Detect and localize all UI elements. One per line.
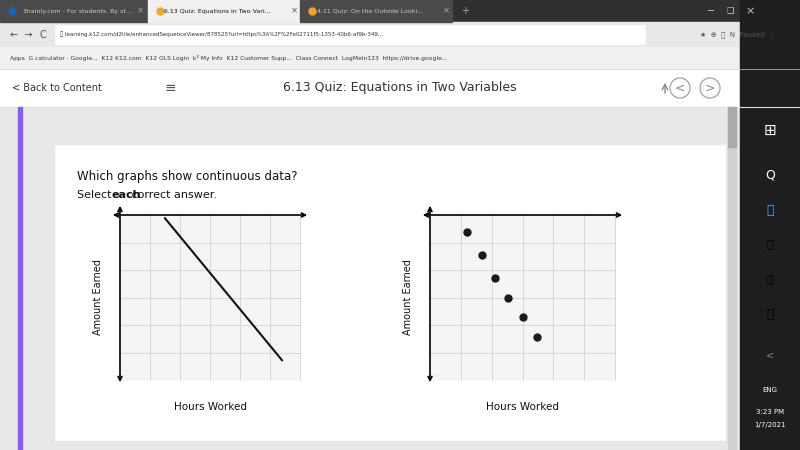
Text: 🚀: 🚀: [766, 309, 774, 321]
Text: ×: ×: [137, 6, 143, 15]
Text: <: <: [766, 350, 774, 360]
Bar: [400, 292, 409, 302]
Text: ×: ×: [746, 6, 754, 16]
Text: ←  →: ← →: [10, 30, 33, 40]
Text: Select: Select: [77, 190, 115, 200]
Text: ⊞: ⊞: [764, 122, 776, 138]
Bar: [430, 215, 615, 380]
Bar: [148, 0, 300, 22]
Text: < Back to Content: < Back to Content: [12, 83, 102, 93]
Bar: [0, 107, 800, 450]
Bar: [728, 107, 736, 450]
Text: Q: Q: [765, 168, 775, 181]
Text: Which graphs show continuous data?: Which graphs show continuous data?: [77, 170, 298, 183]
Text: each: each: [111, 190, 141, 200]
Text: +: +: [461, 6, 469, 16]
Text: Hours Worked: Hours Worked: [174, 402, 246, 412]
Text: correct answer.: correct answer.: [128, 190, 217, 200]
Text: C: C: [40, 30, 46, 40]
Text: 1/7/2021: 1/7/2021: [754, 422, 786, 428]
Text: 🔒 learning.k12.com/d2l/le/enhancedSequenceViewer/878525?url=https%3A%2F%2Fe02711: 🔒 learning.k12.com/d2l/le/enhancedSequen…: [60, 32, 383, 37]
Bar: [0, 0, 148, 22]
Text: Hours Worked: Hours Worked: [486, 402, 559, 412]
Bar: [300, 0, 452, 22]
Bar: [55, 25, 645, 44]
Text: ENG: ENG: [762, 387, 778, 393]
Text: <: <: [674, 81, 686, 94]
Text: ×: ×: [290, 6, 298, 15]
Text: 6.13 Quiz: Equations in Two Variables: 6.13 Quiz: Equations in Two Variables: [283, 81, 517, 94]
Text: 🔵: 🔵: [766, 203, 774, 216]
Text: ❑: ❑: [726, 6, 734, 15]
Bar: [90, 292, 99, 302]
Bar: [0, 69, 800, 107]
Bar: [55, 145, 725, 440]
Bar: [0, 22, 800, 47]
Bar: [0, 0, 800, 22]
Text: Brainly.com - For students. By st...: Brainly.com - For students. By st...: [24, 9, 132, 13]
Text: ─: ─: [707, 6, 713, 16]
Bar: [18, 107, 22, 450]
Text: Amount Earned: Amount Earned: [403, 260, 413, 335]
Bar: [740, 0, 800, 450]
Text: >: >: [705, 81, 715, 94]
Text: ×: ×: [442, 6, 450, 15]
Text: 🔴: 🔴: [766, 240, 774, 250]
Bar: [728, 107, 736, 147]
Bar: [120, 215, 300, 380]
Text: ≡: ≡: [164, 81, 176, 95]
Text: 🟠: 🟠: [766, 275, 774, 285]
Text: Amount Earned: Amount Earned: [93, 260, 103, 335]
Text: ★  ⊕  🔖  N  Paused  ⋮: ★ ⊕ 🔖 N Paused ⋮: [700, 31, 776, 38]
Text: 3:23 PM: 3:23 PM: [756, 409, 784, 415]
Bar: [0, 47, 800, 69]
Text: 4.11 Quiz: On the Outside Looki...: 4.11 Quiz: On the Outside Looki...: [317, 9, 423, 13]
Text: 6.13 Quiz: Equations in Two Vari...: 6.13 Quiz: Equations in Two Vari...: [164, 9, 270, 13]
Text: Apps  G calculator · Google...  K12 K12.com  K12 OLS Login  k² My Info  K12 Cust: Apps G calculator · Google... K12 K12.co…: [10, 55, 447, 61]
